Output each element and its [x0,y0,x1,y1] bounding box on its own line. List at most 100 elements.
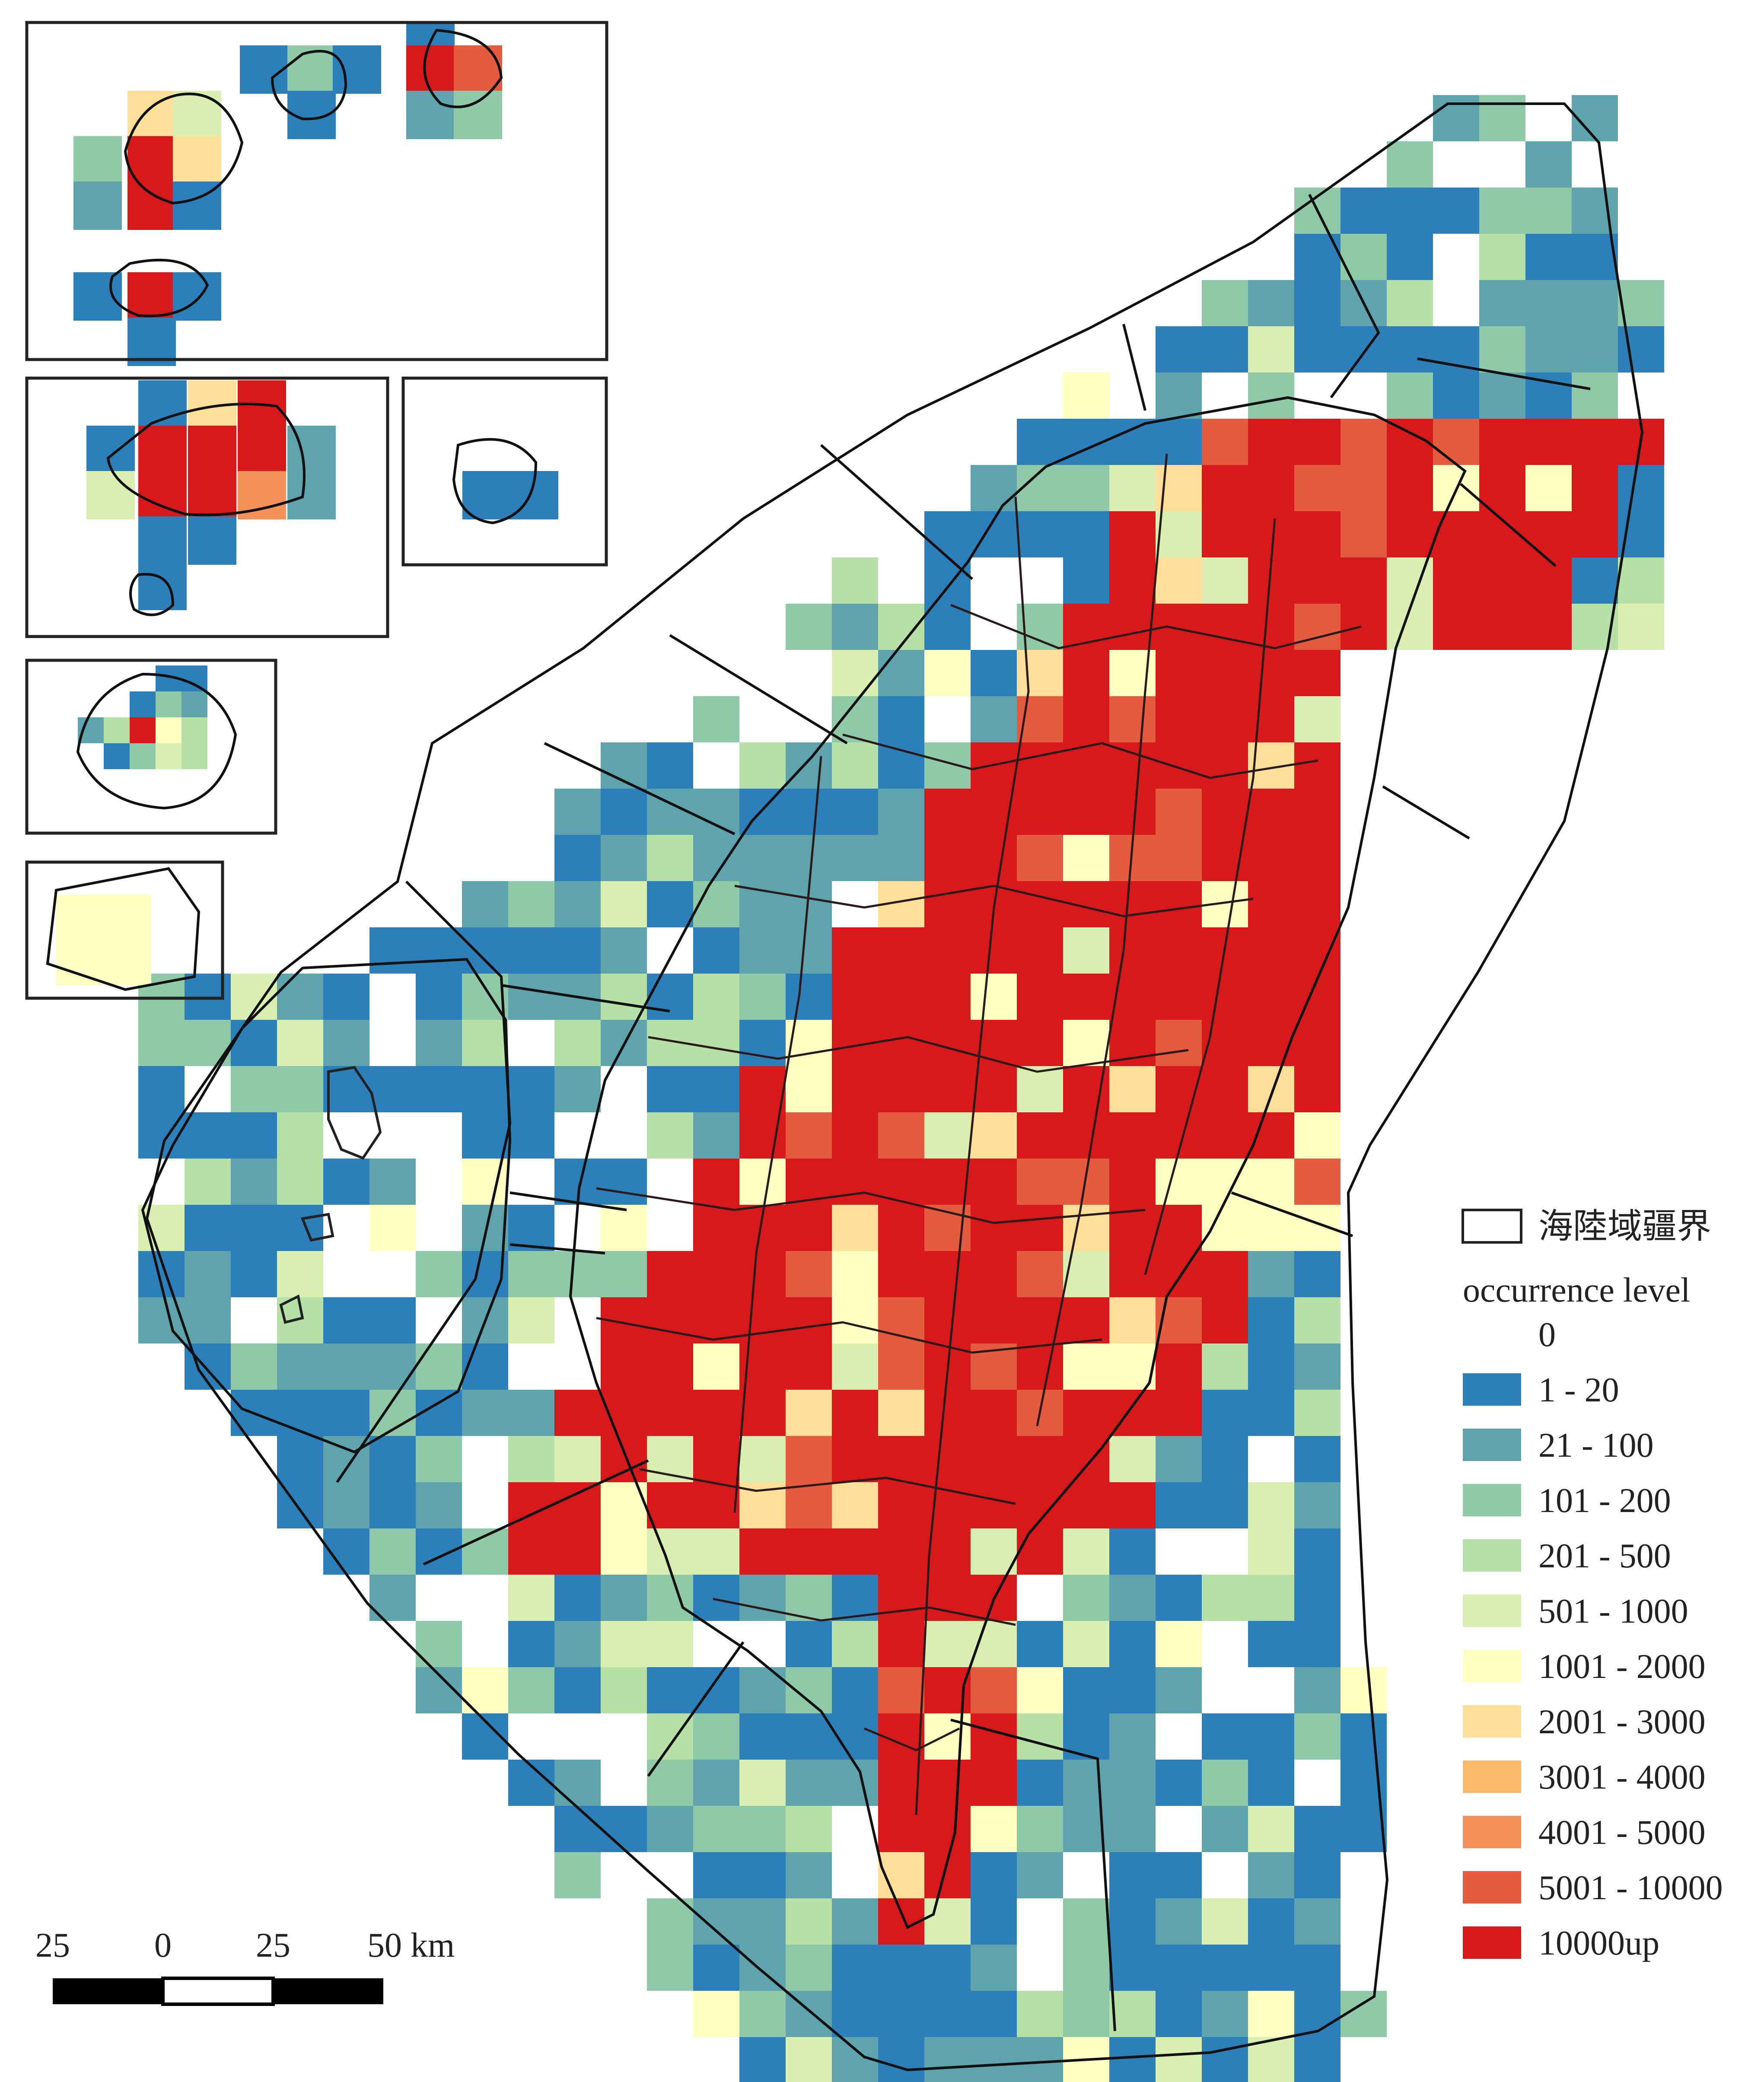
grid-cell [1341,419,1387,465]
grid-cell [1387,511,1433,557]
grid-cell [1202,1713,1248,1760]
grid-cell [1156,557,1202,604]
grid-cell [693,1667,739,1713]
inset1-boundary-c [124,92,244,205]
grid-cell [693,927,739,974]
grid-cell [1202,280,1248,326]
inset-grid-cell [333,45,381,94]
grid-cell [508,1112,554,1159]
grid-cell [1109,1112,1156,1159]
legend-label-0: 0 [1538,1316,1556,1354]
grid-cell [878,1205,924,1251]
grid-cell [1017,1667,1063,1713]
inset-grid-cell [73,272,122,321]
boundary-line-15 [1231,1191,1353,1237]
grid-cell [1202,465,1248,511]
grid-cell [1156,881,1202,927]
inset-grid-cell [173,136,221,185]
legend-swatch-3 [1463,1484,1521,1516]
grid-cell [647,742,693,789]
grid-cell [1063,1528,1109,1575]
grid-cell [1156,1898,1202,1945]
boundary-line-13 [1460,483,1557,567]
grid-cell [832,1159,878,1205]
grid-cell [1294,1852,1341,1898]
legend-swatch-10 [1463,1871,1521,1904]
grid-cell [832,604,878,650]
legend-swatch-1 [1463,1373,1521,1406]
grid-cell [971,1945,1017,1991]
grid-cell [1294,326,1341,372]
inset-grid-cell [406,91,455,139]
grid-cell [1063,1945,1109,1991]
grid-cell [878,1390,924,1436]
grid-cell [1109,881,1156,927]
grid-cell [832,1390,878,1436]
grid-cell [601,835,647,881]
inset2-boundary-b [129,573,175,616]
grid-cell [554,1806,601,1852]
grid-cell [739,1898,786,1945]
grid-cell [832,1251,878,1297]
grid-cell [1202,1945,1248,1991]
grid-cell [739,1991,786,2037]
grid-cell [647,1806,693,1852]
grid-cell [739,742,786,789]
grid-cell [693,696,739,742]
grid-cell [924,557,971,604]
grid-cell [1156,1251,1202,1297]
grid-cell [1017,742,1063,789]
grid-cell [1063,1020,1109,1066]
grid-cell [462,1020,508,1066]
grid-cell [1017,1991,1063,2037]
grid-cell [231,1159,277,1205]
scale-label-1: 25 [35,1926,70,1964]
inset-grid-cell [181,691,207,717]
grid-cell [1109,1852,1156,1898]
grid-cell [971,465,1017,511]
grid-cell [323,1343,369,1390]
grid-cell [1294,1621,1341,1667]
grid-cell [924,927,971,974]
grid-cell [786,1760,832,1806]
grid-cell [185,1159,231,1205]
legend-swatch-7 [1463,1705,1521,1738]
grid-cell [1156,1020,1202,1066]
grid-cell [1479,557,1525,604]
penghu-boundary [141,958,512,1454]
grid-cell [1109,419,1156,465]
grid-cell [277,1251,323,1297]
grid-cell [832,1482,878,1528]
grid-cell [693,1251,739,1297]
grid-cell [1525,141,1572,188]
grid-cell [1341,1667,1387,1713]
grid-cell [369,1528,416,1575]
grid-cell [277,1159,323,1205]
grid-cell [924,1112,971,1159]
grid-cell [832,650,878,696]
grid-cell [878,1528,924,1575]
grid-cell [971,1251,1017,1297]
grid-cell [786,604,832,650]
grid-cell [1109,1528,1156,1575]
grid-cell [924,650,971,696]
grid-cell [878,1991,924,2037]
scale-label-3: 25 [256,1926,290,1964]
grid-cell [832,1297,878,1343]
inset-frame-2 [25,376,389,638]
grid-cell [1202,419,1248,465]
grid-cell [1017,881,1063,927]
district-boundaries [596,453,1362,1815]
grid-cell [1341,1806,1387,1852]
inset-grid-cell [173,272,221,321]
grid-cell [1109,2037,1156,2082]
grid-cell [971,1667,1017,1713]
grid-cell [1525,419,1572,465]
grid-cell [1063,1343,1109,1390]
grid-cell [739,1159,786,1205]
grid-cell [878,1112,924,1159]
grid-cell [1063,927,1109,974]
legend-swatch-11 [1463,1926,1521,1959]
grid-cell [1109,1945,1156,1991]
grid-cell [138,1066,185,1112]
